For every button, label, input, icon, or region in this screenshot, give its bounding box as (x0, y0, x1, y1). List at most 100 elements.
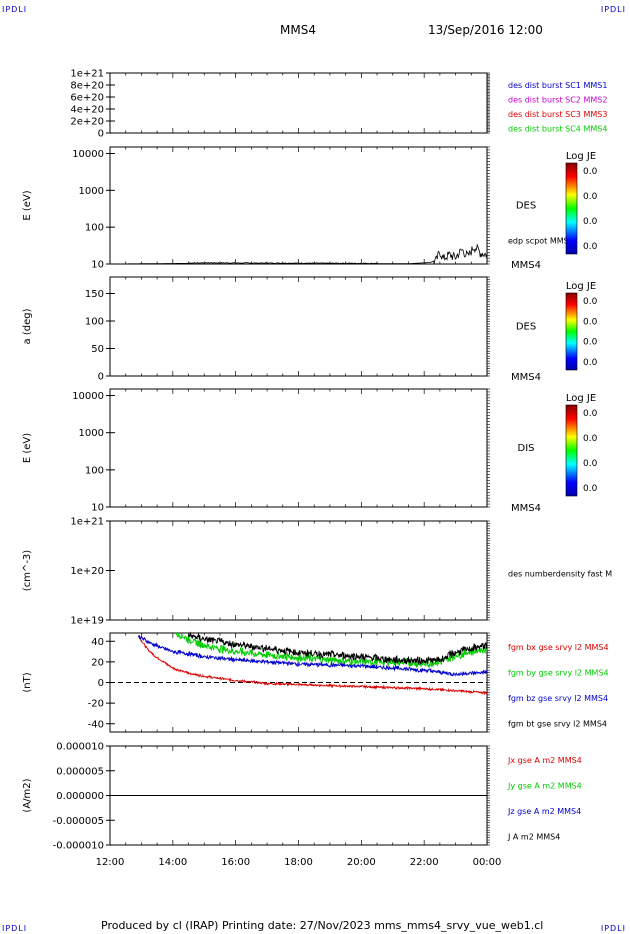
instrument-label: DIS (518, 443, 535, 454)
y-tick-label: 0 (98, 678, 104, 689)
y-tick-label: 0.000010 (56, 742, 104, 753)
scpot-line (110, 243, 488, 265)
y-tick-label: 1000 (79, 428, 104, 439)
colorbar (565, 404, 578, 497)
spacecraft-sublabel: MMS4 (511, 372, 541, 383)
panel-frame-des-energy (109, 146, 488, 265)
y-tick-label: 40 (91, 637, 104, 648)
y-tick-label: 10000 (72, 149, 104, 160)
spacecraft-title: MMS4 (280, 23, 316, 37)
colorbar-tick-label: 0.0 (583, 338, 598, 348)
panel-frame-burst (109, 72, 488, 134)
y-tick-label: -20 (88, 699, 104, 710)
colorbar-tick-label: 0.0 (583, 484, 598, 494)
y-axis-label: E (eV) (22, 433, 33, 463)
y-tick-label: 150 (85, 289, 104, 300)
y-tick-label: 10 (91, 260, 104, 271)
y-tick-label: 100 (85, 223, 104, 234)
y-tick-label: 10 (91, 503, 104, 514)
series-fgm-bt-gse-srvy-l2-mms4 (188, 631, 488, 665)
panel-frame-density (109, 520, 488, 621)
corner-label-top-left: IPDLI (2, 5, 28, 14)
legend-entry: fgm bz gse srvy l2 MMS4 (508, 694, 608, 703)
legend-entry: Jx gse A m2 MMS4 (507, 756, 582, 765)
y-tick-label: 1e+19 (70, 616, 104, 627)
corner-label-bottom-right: IPDLI (600, 924, 626, 933)
colorbar (565, 292, 578, 371)
series-fgm-by-gse-srvy-l2-mms4 (175, 632, 488, 669)
colorbar-tick-label: 0.0 (583, 459, 598, 469)
legend-entry: des dist burst SC3 MMS3 (508, 110, 607, 119)
y-axis-label: (nT) (22, 672, 33, 692)
y-tick-label: -40 (88, 719, 104, 730)
legend-entry: Jy gse A m2 MMS4 (507, 782, 582, 791)
instrument-label: DES (516, 322, 536, 333)
y-tick-label: 100 (85, 465, 104, 476)
y-tick-label: 20 (91, 657, 104, 668)
spacecraft-sublabel: MMS4 (511, 503, 541, 514)
legend-entry: fgm bx gse srvy l2 MMS4 (508, 643, 609, 652)
panel-frame-des-pitch (109, 276, 488, 377)
y-tick-label: 1000 (79, 186, 104, 197)
legend-entry: Jz gse A m2 MMS4 (507, 807, 581, 816)
y-tick-label: 2e+20 (70, 117, 104, 128)
y-tick-label: 0 (98, 372, 104, 383)
legend-entry: J A m2 MMS4 (507, 833, 560, 842)
y-tick-label: 1e+21 (70, 517, 104, 528)
colorbar-tick-label: 0.0 (583, 167, 598, 177)
footer-credit: Produced by cl (IRAP) Printing date: 27/… (101, 919, 544, 932)
colorbar-tick-label: 0.0 (583, 409, 598, 419)
legend-entry: fgm bt gse srvy l2 MMS4 (508, 720, 607, 729)
y-tick-label: -0.000005 (53, 816, 104, 827)
panel-frame-dis-energy (109, 388, 488, 508)
colorbar-tick-label: 0.0 (583, 317, 598, 327)
y-tick-label: 0.000005 (56, 766, 104, 777)
colorbar-tick-label: 0.0 (583, 192, 598, 202)
legend-entry: des dist burst SC4 MMS4 (508, 125, 607, 134)
legend-entry: des numberdensity fast M (508, 570, 612, 579)
y-axis-label: (A/m2) (22, 778, 33, 812)
time-tick-label: 22:00 (410, 857, 439, 868)
legend-entry: fgm by gse srvy l2 MMS4 (508, 669, 609, 678)
colorbar-tick-label: 0.0 (583, 434, 598, 444)
y-tick-label: 0 (98, 129, 104, 140)
y-tick-label: 6e+20 (70, 93, 104, 104)
colorbar (565, 162, 578, 255)
y-tick-label: 0.000000 (56, 791, 104, 802)
y-tick-label: -0.000010 (53, 841, 104, 852)
overlay-label: edp scpot MMS4 (508, 236, 574, 245)
y-tick-label: 8e+20 (70, 81, 104, 92)
corner-label-bottom-left: IPDLI (2, 924, 28, 933)
legend-entry: des dist burst SC1 MMS1 (508, 81, 607, 90)
colorbar-title: Log JE (566, 393, 596, 404)
y-axis-label: a (deg) (22, 308, 33, 344)
y-tick-label: 1e+20 (70, 566, 104, 577)
time-tick-label: 16:00 (221, 857, 250, 868)
colorbar-tick-label: 0.0 (583, 242, 598, 252)
time-tick-label: 00:00 (473, 857, 502, 868)
y-tick-label: 100 (85, 317, 104, 328)
y-axis-label: (cm^-3) (22, 550, 33, 591)
time-tick-label: 14:00 (158, 857, 187, 868)
colorbar-tick-label: 0.0 (583, 217, 598, 227)
y-axis-label: E (eV) (22, 190, 33, 220)
time-tick-label: 18:00 (284, 857, 313, 868)
corner-label-top-right: IPDLI (600, 5, 626, 14)
instrument-label: DES (516, 201, 536, 212)
y-tick-label: 50 (91, 344, 104, 355)
y-tick-label: 10000 (72, 391, 104, 402)
colorbar-tick-label: 0.0 (583, 297, 598, 307)
y-tick-label: 1e+21 (70, 69, 104, 80)
time-tick-label: 20:00 (347, 857, 376, 868)
colorbar-title: Log JE (566, 151, 596, 162)
spacecraft-sublabel: MMS4 (511, 260, 541, 271)
datetime-title: 13/Sep/2016 12:00 (428, 23, 543, 37)
y-tick-label: 4e+20 (70, 105, 104, 116)
series-fgm-bx-gse-srvy-l2-mms4 (137, 635, 488, 696)
colorbar-title: Log JE (566, 281, 596, 292)
time-tick-label: 12:00 (96, 857, 125, 868)
series-fgm-bz-gse-srvy-l2-mms4 (138, 634, 488, 678)
legend-entry: des dist burst SC2 MMS2 (508, 96, 607, 105)
colorbar-tick-label: 0.0 (583, 358, 598, 368)
